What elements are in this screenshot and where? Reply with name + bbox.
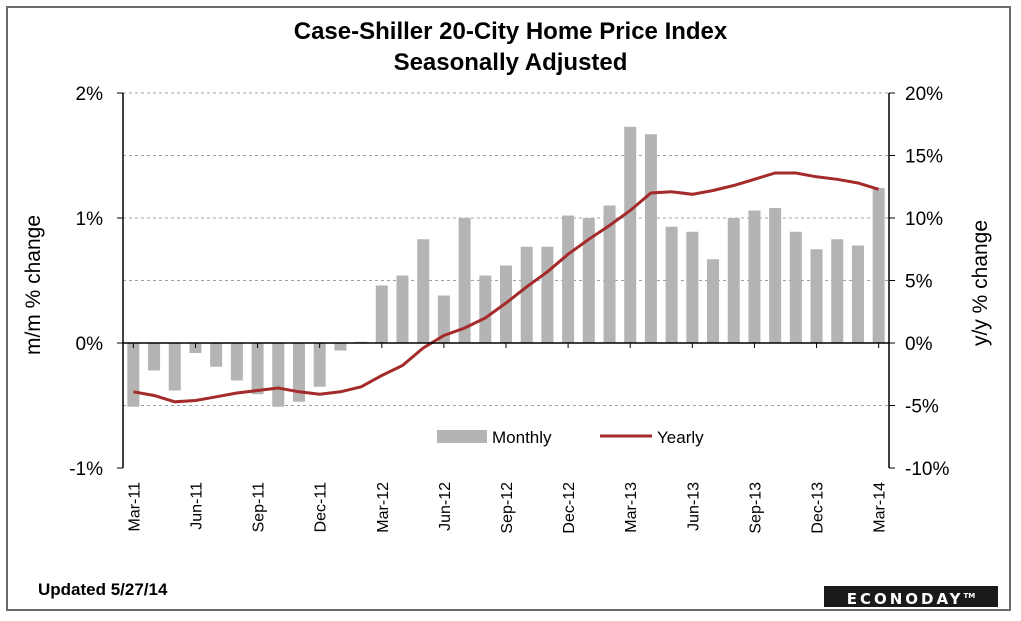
bar-monthly: [707, 259, 720, 343]
legend-label-monthly: Monthly: [492, 428, 552, 447]
bar-monthly: [603, 205, 616, 343]
x-tick-label: Jun-12: [437, 482, 454, 531]
bar-monthly: [541, 246, 554, 343]
x-tick-label: Jun-11: [188, 482, 205, 530]
x-tick-label: Mar-11: [126, 482, 143, 532]
y-right-tick-label: 20%: [905, 84, 943, 105]
bar-monthly: [251, 343, 264, 395]
x-tick-label: Mar-14: [872, 482, 889, 533]
y-right-tick-label: -5%: [905, 397, 939, 418]
y-right-tick-label: 5%: [905, 272, 933, 293]
y-right-tick-label: 15%: [905, 147, 943, 168]
chart-subtitle: Seasonally Adjusted: [393, 49, 628, 76]
x-tick-label: Dec-13: [810, 482, 827, 534]
y-left-tick-label: 1%: [76, 209, 104, 230]
bar-monthly: [624, 126, 637, 343]
bar-monthly: [148, 343, 161, 371]
legend: Monthly Yearly: [437, 428, 704, 447]
bar-monthly: [644, 134, 657, 343]
y-right-tick-label: 0%: [905, 334, 933, 355]
series-line-yearly: [133, 171, 880, 404]
y-left-tick-label: -1%: [69, 459, 103, 480]
chart-title: Case-Shiller 20-City Home Price Index: [293, 18, 728, 45]
econoday-logo: ECONODAYTM: [824, 586, 998, 608]
bar-monthly: [417, 239, 430, 343]
bar-monthly: [810, 249, 823, 343]
bar-monthly: [334, 343, 347, 351]
x-tick-label: Mar-13: [623, 482, 640, 533]
bar-monthly: [458, 218, 471, 343]
bar-monthly: [313, 343, 326, 387]
bar-monthly: [168, 343, 181, 391]
x-tick-label: Mar-12: [375, 482, 392, 533]
bar-monthly: [272, 343, 285, 407]
bar-monthly: [789, 231, 802, 343]
x-tick-label: Sep-11: [251, 482, 268, 533]
x-tick-label: Dec-12: [561, 482, 578, 534]
bar-monthly: [851, 245, 864, 343]
bar-monthly: [562, 215, 575, 343]
bar-monthly: [748, 210, 761, 343]
legend-label-yearly: Yearly: [657, 428, 704, 447]
y-right-tick-label: -10%: [905, 459, 949, 480]
bar-monthly: [127, 343, 140, 407]
bar-monthly: [230, 343, 243, 381]
bar-monthly: [727, 218, 740, 343]
x-tick-label: Dec-11: [313, 482, 330, 532]
bar-monthly: [479, 275, 492, 343]
y-left-tick-label: 0%: [76, 334, 104, 355]
bar-monthly: [292, 343, 305, 402]
y-left-tick-label: 2%: [76, 84, 104, 105]
y-right-tick-label: 10%: [905, 209, 943, 230]
bar-monthly: [210, 343, 223, 367]
bar-monthly: [437, 295, 450, 343]
bar-monthly: [582, 218, 595, 343]
bar-monthly: [769, 208, 782, 343]
bar-monthly: [872, 188, 885, 343]
x-tick-label: Jun-13: [685, 482, 702, 531]
bar-monthly: [375, 285, 388, 343]
bar-monthly: [520, 246, 533, 343]
updated-date: Updated 5/27/14: [38, 580, 168, 599]
bar-monthly: [665, 226, 678, 343]
bar-monthly: [831, 239, 844, 343]
x-tick-label: Sep-12: [499, 482, 516, 534]
legend-swatch-monthly: [437, 430, 487, 443]
bar-monthly: [686, 231, 699, 343]
x-tick-label: Sep-13: [747, 482, 764, 534]
bar-monthly: [396, 275, 409, 343]
